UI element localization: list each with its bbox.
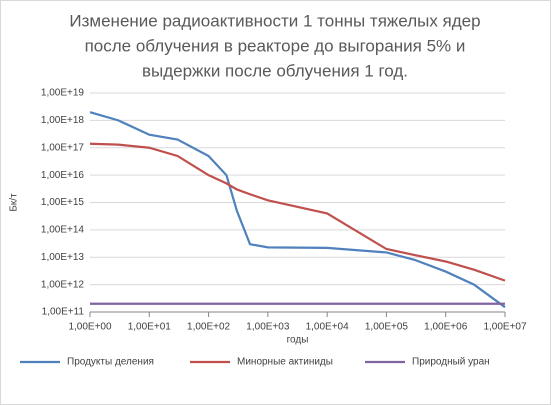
- x-tick-label: 1,00E+06: [424, 322, 468, 333]
- chart-title: после облучения в реакторе до выгорания …: [85, 36, 466, 55]
- line-series: [89, 142, 506, 282]
- y-tick-label: 1,00E+13: [41, 252, 85, 263]
- y-axis-label: Бк/т: [9, 193, 20, 212]
- y-tick-label: 1,00E+15: [41, 197, 85, 208]
- y-tick-label: 1,00E+19: [41, 88, 85, 99]
- chart-title: Изменение радиоактивности 1 тонны тяжелы…: [69, 11, 480, 30]
- x-tick-label: 1,00E+07: [483, 322, 527, 333]
- x-tick-label: 1,00E+02: [187, 322, 231, 333]
- x-tick-label: 1,00E+01: [128, 322, 172, 333]
- legend-label: Природный уран: [412, 357, 490, 368]
- x-tick-label: 1,00E+04: [306, 322, 350, 333]
- chart-title: выдержки после облучения 1 год.: [142, 61, 408, 80]
- y-tick-label: 1,00E+11: [42, 307, 85, 318]
- x-tick-label: 1,00E+00: [68, 322, 112, 333]
- y-tick-label: 1,00E+18: [41, 115, 85, 126]
- x-axis-label: годы: [287, 335, 309, 346]
- legend-label: Продукты деления: [67, 357, 154, 368]
- y-tick-label: 1,00E+12: [41, 279, 85, 290]
- x-tick-label: 1,00E+05: [365, 322, 409, 333]
- x-tick-label: 1,00E+03: [246, 322, 290, 333]
- y-tick-label: 1,00E+17: [41, 142, 85, 153]
- legend-label: Минорные актиниды: [237, 357, 333, 368]
- y-tick-label: 1,00E+14: [41, 225, 85, 236]
- line-series: [89, 111, 506, 309]
- y-tick-label: 1,00E+16: [41, 170, 85, 181]
